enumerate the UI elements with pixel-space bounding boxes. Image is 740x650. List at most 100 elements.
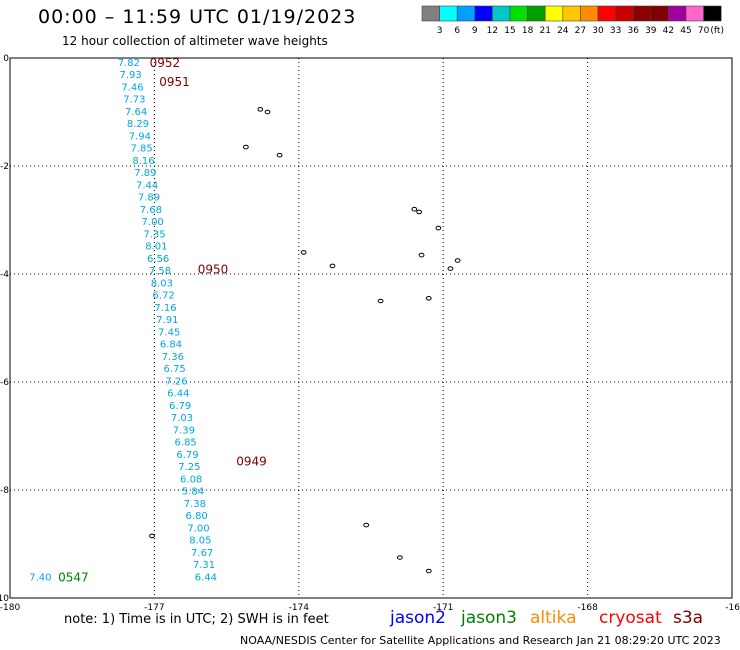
island-outline	[276, 152, 283, 158]
wave-height-label: 6.85	[175, 438, 197, 449]
pass-time-label: 0949	[236, 454, 267, 468]
wave-height-label: 7.31	[193, 560, 215, 571]
wave-height-label: 7.00	[187, 523, 209, 534]
footer-credit: NOAA/NESDIS Center for Satellite Applica…	[240, 634, 721, 647]
wave-height-label: 6.79	[176, 450, 198, 461]
wave-height-label: 8.16	[132, 156, 154, 167]
satellite-jason3-label: jason3	[461, 608, 517, 628]
x-tick-label: -171	[433, 603, 453, 613]
island-outline	[329, 263, 336, 269]
x-tick-label: -16	[725, 603, 740, 613]
wave-height-label: 6.08	[180, 474, 202, 485]
legend-label: 33	[610, 26, 621, 36]
page-subtitle: 12 hour collection of altimeter wave hei…	[62, 34, 328, 48]
legend-label: 3	[437, 26, 443, 36]
y-tick-label: -4	[0, 270, 9, 280]
y-tick-label: 0	[3, 54, 9, 64]
wave-height-label: 7.93	[120, 70, 142, 81]
legend-label: 39	[645, 26, 657, 36]
wave-height-label: 8.05	[189, 536, 211, 547]
satellite-jason2-label: jason2	[390, 608, 446, 628]
wave-height-label: 7.45	[158, 327, 180, 338]
wave-height-label: 7.73	[123, 95, 145, 106]
wave-height-label: 7.00	[142, 217, 164, 228]
legend-label: 36	[627, 26, 639, 36]
footer-note: note: 1) Time is in UTC; 2) SWH is in fe…	[64, 612, 329, 627]
wave-height-label: 6.79	[169, 401, 191, 412]
wave-height-label: 7.38	[184, 499, 206, 510]
legend-label: 45	[680, 26, 691, 36]
wave-height-label: 7.64	[125, 107, 147, 118]
wave-height-label: 6.84	[160, 340, 182, 351]
y-tick-label: -2	[0, 162, 9, 172]
y-tick-label: -10	[0, 594, 9, 604]
y-tick-label: -6	[0, 378, 9, 388]
wave-height-label: 7.89	[134, 168, 156, 179]
wave-height-label: 7.39	[173, 425, 195, 436]
island-outline	[257, 107, 264, 112]
wave-height-label: 7.26	[165, 376, 187, 387]
island-outline	[416, 209, 423, 215]
wave-height-label: 6.44	[195, 572, 217, 583]
wave-height-label: 6.75	[164, 364, 186, 375]
island-outline	[435, 225, 442, 231]
wave-height-label: 7.40	[29, 572, 51, 583]
wave-height-label: 7.82	[118, 58, 140, 69]
island-outline	[363, 522, 370, 528]
legend-label: 21	[539, 26, 550, 36]
map-frame	[9, 57, 733, 599]
legend-label: 9	[472, 26, 478, 36]
wave-height-label: 7.91	[156, 315, 178, 326]
legend-label: 70	[698, 26, 710, 36]
island-outline	[396, 555, 403, 560]
x-tick-label: -174	[289, 603, 310, 613]
x-tick-label: -168	[577, 603, 598, 613]
wave-height-label: 6.80	[186, 511, 208, 522]
island-outline	[425, 568, 432, 574]
wave-height-label: 6.56	[147, 254, 169, 265]
pass-time-label: 0950	[198, 263, 229, 277]
x-tick-label: -180	[0, 603, 20, 613]
island-outline	[264, 109, 271, 115]
legend-swatch	[703, 5, 722, 22]
page-title: 00:00 – 11:59 UTC 01/19/2023	[38, 6, 357, 28]
legend-label: 24	[557, 26, 569, 36]
wave-height-label: 7.58	[149, 266, 171, 277]
island-outline	[242, 144, 249, 150]
wave-height-label: 7.44	[136, 180, 158, 191]
island-outline	[447, 266, 454, 271]
legend-label: 6	[454, 26, 460, 36]
wave-height-label: 8.03	[151, 278, 173, 289]
island-outline	[411, 206, 418, 212]
satellite-cryosat-label: cryosat	[599, 608, 662, 628]
x-tick-label: -177	[144, 603, 164, 613]
wave-height-label: 7.25	[178, 462, 200, 473]
satellite-s3a-label: s3a	[673, 608, 704, 628]
island-outline	[418, 252, 425, 258]
wave-height-label: 8.01	[145, 242, 167, 253]
legend-label: 18	[522, 26, 534, 36]
wave-height-label: 7.35	[143, 229, 165, 240]
wave-height-label: 7.85	[131, 144, 153, 155]
island-outline	[300, 250, 307, 255]
wave-height-label: 6.44	[167, 389, 189, 400]
pass-time-label: 0952	[150, 56, 181, 70]
wave-height-label: 7.68	[140, 205, 162, 216]
wave-height-label: 8.29	[127, 119, 149, 130]
wave-height-label: 7.16	[154, 303, 176, 314]
pass-time-label: 0951	[159, 75, 190, 89]
wave-height-label: 5.84	[182, 487, 204, 498]
island-outline	[149, 533, 155, 539]
legend-label: 30	[592, 26, 604, 36]
satellite-altika-label: altika	[530, 608, 577, 628]
wave-height-label: 7.89	[138, 193, 160, 204]
y-tick-label: -8	[0, 486, 9, 496]
wave-height-label: 6.72	[153, 291, 175, 302]
wave-height-label: 7.67	[191, 548, 213, 559]
wave-height-label: 7.03	[171, 413, 193, 424]
legend-label: 12	[487, 26, 498, 36]
legend-label: 27	[575, 26, 586, 36]
island-outline	[425, 296, 432, 301]
wave-height-label: 7.94	[129, 131, 151, 142]
